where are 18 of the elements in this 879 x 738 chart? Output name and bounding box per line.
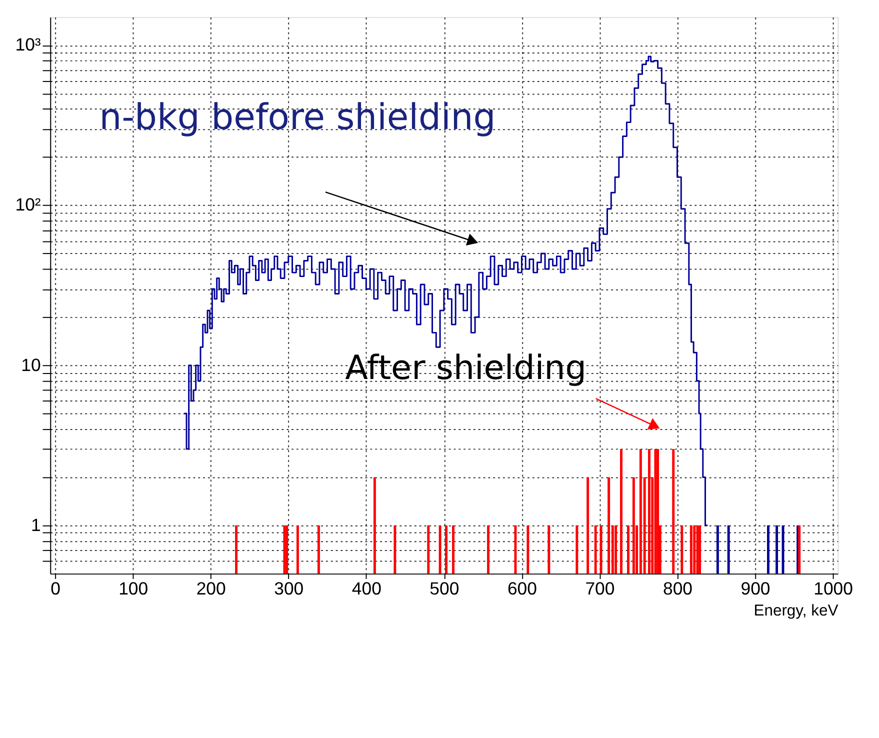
x-tick-label: 700 [585, 578, 615, 599]
x-tick-label: 500 [430, 578, 460, 599]
x-tick-label: 200 [196, 578, 226, 599]
y-tick-label: 10³ [15, 34, 41, 55]
x-tick-label: 300 [274, 578, 304, 599]
x-tick-label: 600 [507, 578, 538, 599]
x-tick-label: 900 [740, 578, 770, 599]
annotation: After shielding [345, 348, 587, 387]
y-tick-label: 10 [21, 354, 41, 375]
y-tick-label: 10² [15, 194, 41, 215]
x-tick-label: 0 [50, 578, 61, 599]
y-tick-label: 1 [30, 514, 41, 535]
x-tick-label: 400 [352, 578, 382, 599]
annotation: n-bkg before shielding [99, 97, 496, 138]
x-tick-label: 1000 [814, 578, 854, 599]
x-tick-label: 100 [118, 578, 148, 599]
x-tick-label: 800 [662, 578, 693, 599]
x-axis-title: Energy, keV [754, 602, 839, 620]
